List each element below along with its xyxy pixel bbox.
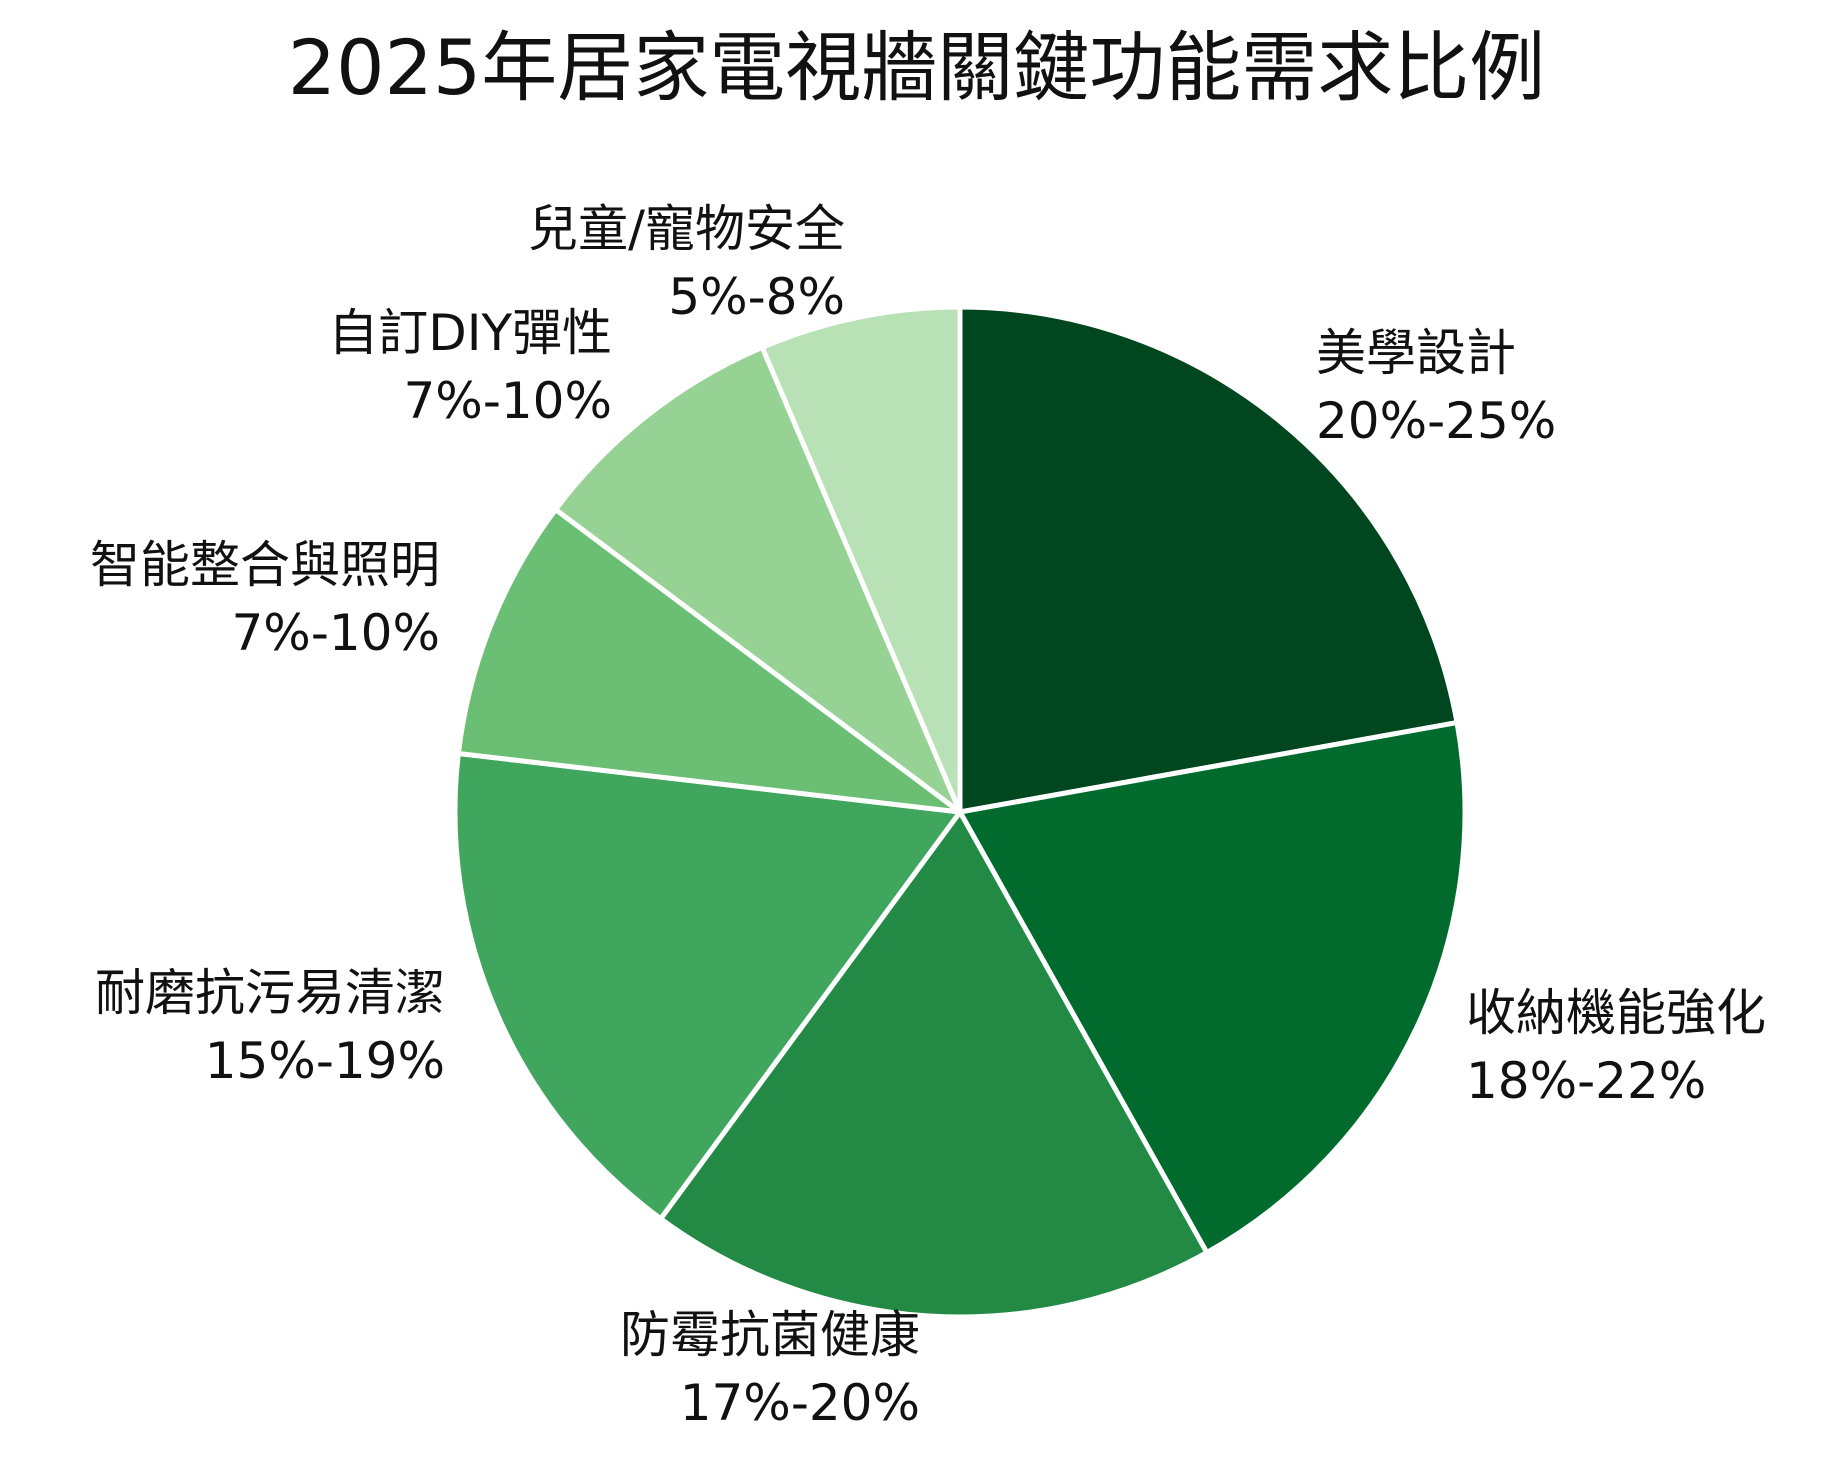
slice-label-name: 智能整合與照明 [90, 536, 440, 594]
slice-label-range: 17%-20% [680, 1374, 920, 1432]
pie-slice [455, 507, 963, 815]
slice-label-name: 收納機能強化 [1466, 984, 1766, 1042]
slice-label-name: 自訂DIY彈性 [328, 304, 612, 362]
slice-label-range: 5%-8% [668, 268, 845, 326]
pie-slice [553, 344, 963, 815]
pie-slices [452, 304, 1468, 1320]
slice-label-range: 7%-10% [404, 372, 613, 430]
pie-slice [957, 304, 1460, 815]
slice-label-range: 15%-19% [205, 1032, 445, 1090]
slice-label-name: 防霉抗菌健康 [620, 1306, 920, 1364]
slice-label-range: 7%-10% [232, 604, 441, 662]
chart-title: 2025年居家電視牆關鍵功能需求比例 [287, 23, 1546, 112]
slice-label-range: 20%-25% [1316, 392, 1556, 450]
slice-label-name: 美學設計 [1316, 324, 1516, 382]
pie-labels: 美學設計 20%-25% 收納機能強化 18%-22% 防霉抗菌健康 17%-20% 耐磨抗… [90, 200, 1766, 1432]
pie-slice [658, 809, 1210, 1320]
pie-slice [759, 304, 963, 815]
slice-label-name: 耐磨抗污易清潔 [95, 964, 445, 1022]
slice-label-range: 18%-22% [1466, 1052, 1706, 1110]
pie-slice [957, 720, 1468, 1256]
slice-label-name: 兒童/寵物安全 [528, 200, 845, 258]
pie-slice [452, 751, 963, 1222]
